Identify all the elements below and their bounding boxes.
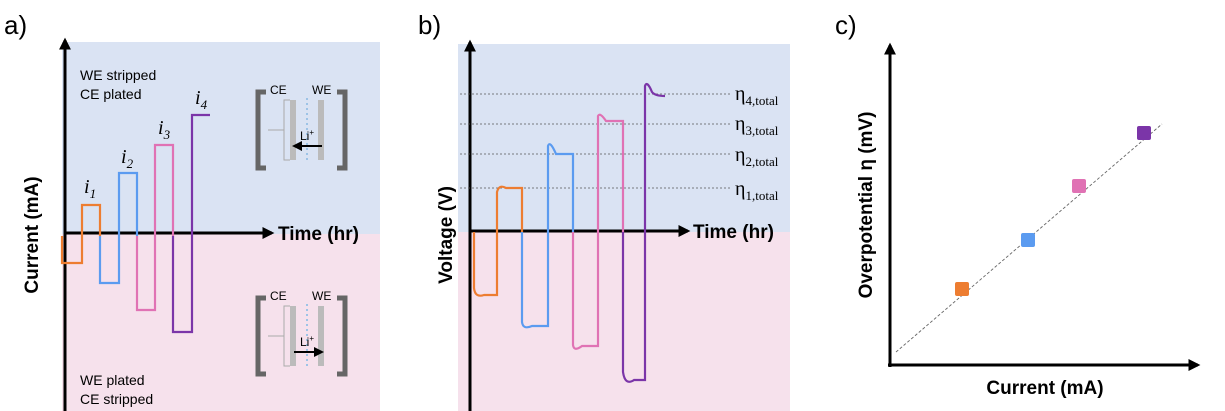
cell-label: CE bbox=[270, 289, 287, 303]
overpotential-label: η2,total bbox=[735, 144, 779, 169]
cell-icon: CE WE Li+ bbox=[255, 289, 348, 377]
cell-label: WE bbox=[312, 289, 331, 303]
voltage-trace bbox=[472, 185, 524, 297]
current-step bbox=[98, 171, 139, 285]
voltage-trace bbox=[520, 143, 575, 329]
y-axis-label: Voltage (V) bbox=[436, 186, 457, 284]
current-step bbox=[171, 113, 210, 334]
ion-label: Li+ bbox=[300, 128, 314, 143]
overpotential-label: η1,total bbox=[735, 178, 779, 203]
region-text: WE stripped bbox=[80, 67, 156, 83]
panel-a: a) Time (hr) Current (mA) WE stripped CE… bbox=[4, 10, 380, 411]
cell-icon: CE WE Li+ bbox=[255, 83, 348, 171]
current-label: i2 bbox=[121, 146, 134, 171]
x-axis-label: Time (hr) bbox=[693, 222, 774, 243]
x-axis-label: Time (hr) bbox=[278, 224, 359, 245]
region-text: WE plated bbox=[80, 372, 145, 388]
region-text: CE stripped bbox=[80, 391, 153, 407]
point bbox=[1137, 126, 1151, 140]
region-text: CE plated bbox=[80, 86, 141, 102]
point bbox=[1021, 233, 1035, 247]
panel-label: c) bbox=[835, 10, 857, 40]
ion-label: Li+ bbox=[300, 334, 314, 349]
y-axis-label: Current (mA) bbox=[22, 176, 43, 293]
current-label: i3 bbox=[158, 117, 171, 142]
point bbox=[1072, 179, 1086, 193]
top-region bbox=[62, 42, 380, 234]
bottom-region bbox=[62, 234, 380, 411]
y-axis-label: Overpotential η (mV) bbox=[856, 112, 877, 299]
current-label: i4 bbox=[195, 87, 208, 112]
cell-label: CE bbox=[270, 83, 287, 97]
panel-label: a) bbox=[4, 10, 27, 40]
overpotential-label: η3,total bbox=[735, 113, 779, 138]
x-axis-label: Current (mA) bbox=[986, 378, 1103, 399]
overpotential-label: η4,total bbox=[735, 83, 779, 108]
panel-b: b) Time (hr) Voltage (V) η4,total η3,tot… bbox=[418, 10, 790, 411]
panel-label: b) bbox=[418, 10, 441, 40]
current-step bbox=[135, 143, 175, 312]
panel-c: c) Current (mA) Overpotential η (mV) bbox=[835, 10, 1201, 399]
point bbox=[955, 282, 969, 296]
current-label: i1 bbox=[84, 176, 96, 201]
voltage-trace bbox=[621, 82, 666, 383]
voltage-trace bbox=[571, 113, 625, 350]
cell-label: WE bbox=[312, 83, 331, 97]
current-step bbox=[60, 203, 102, 265]
